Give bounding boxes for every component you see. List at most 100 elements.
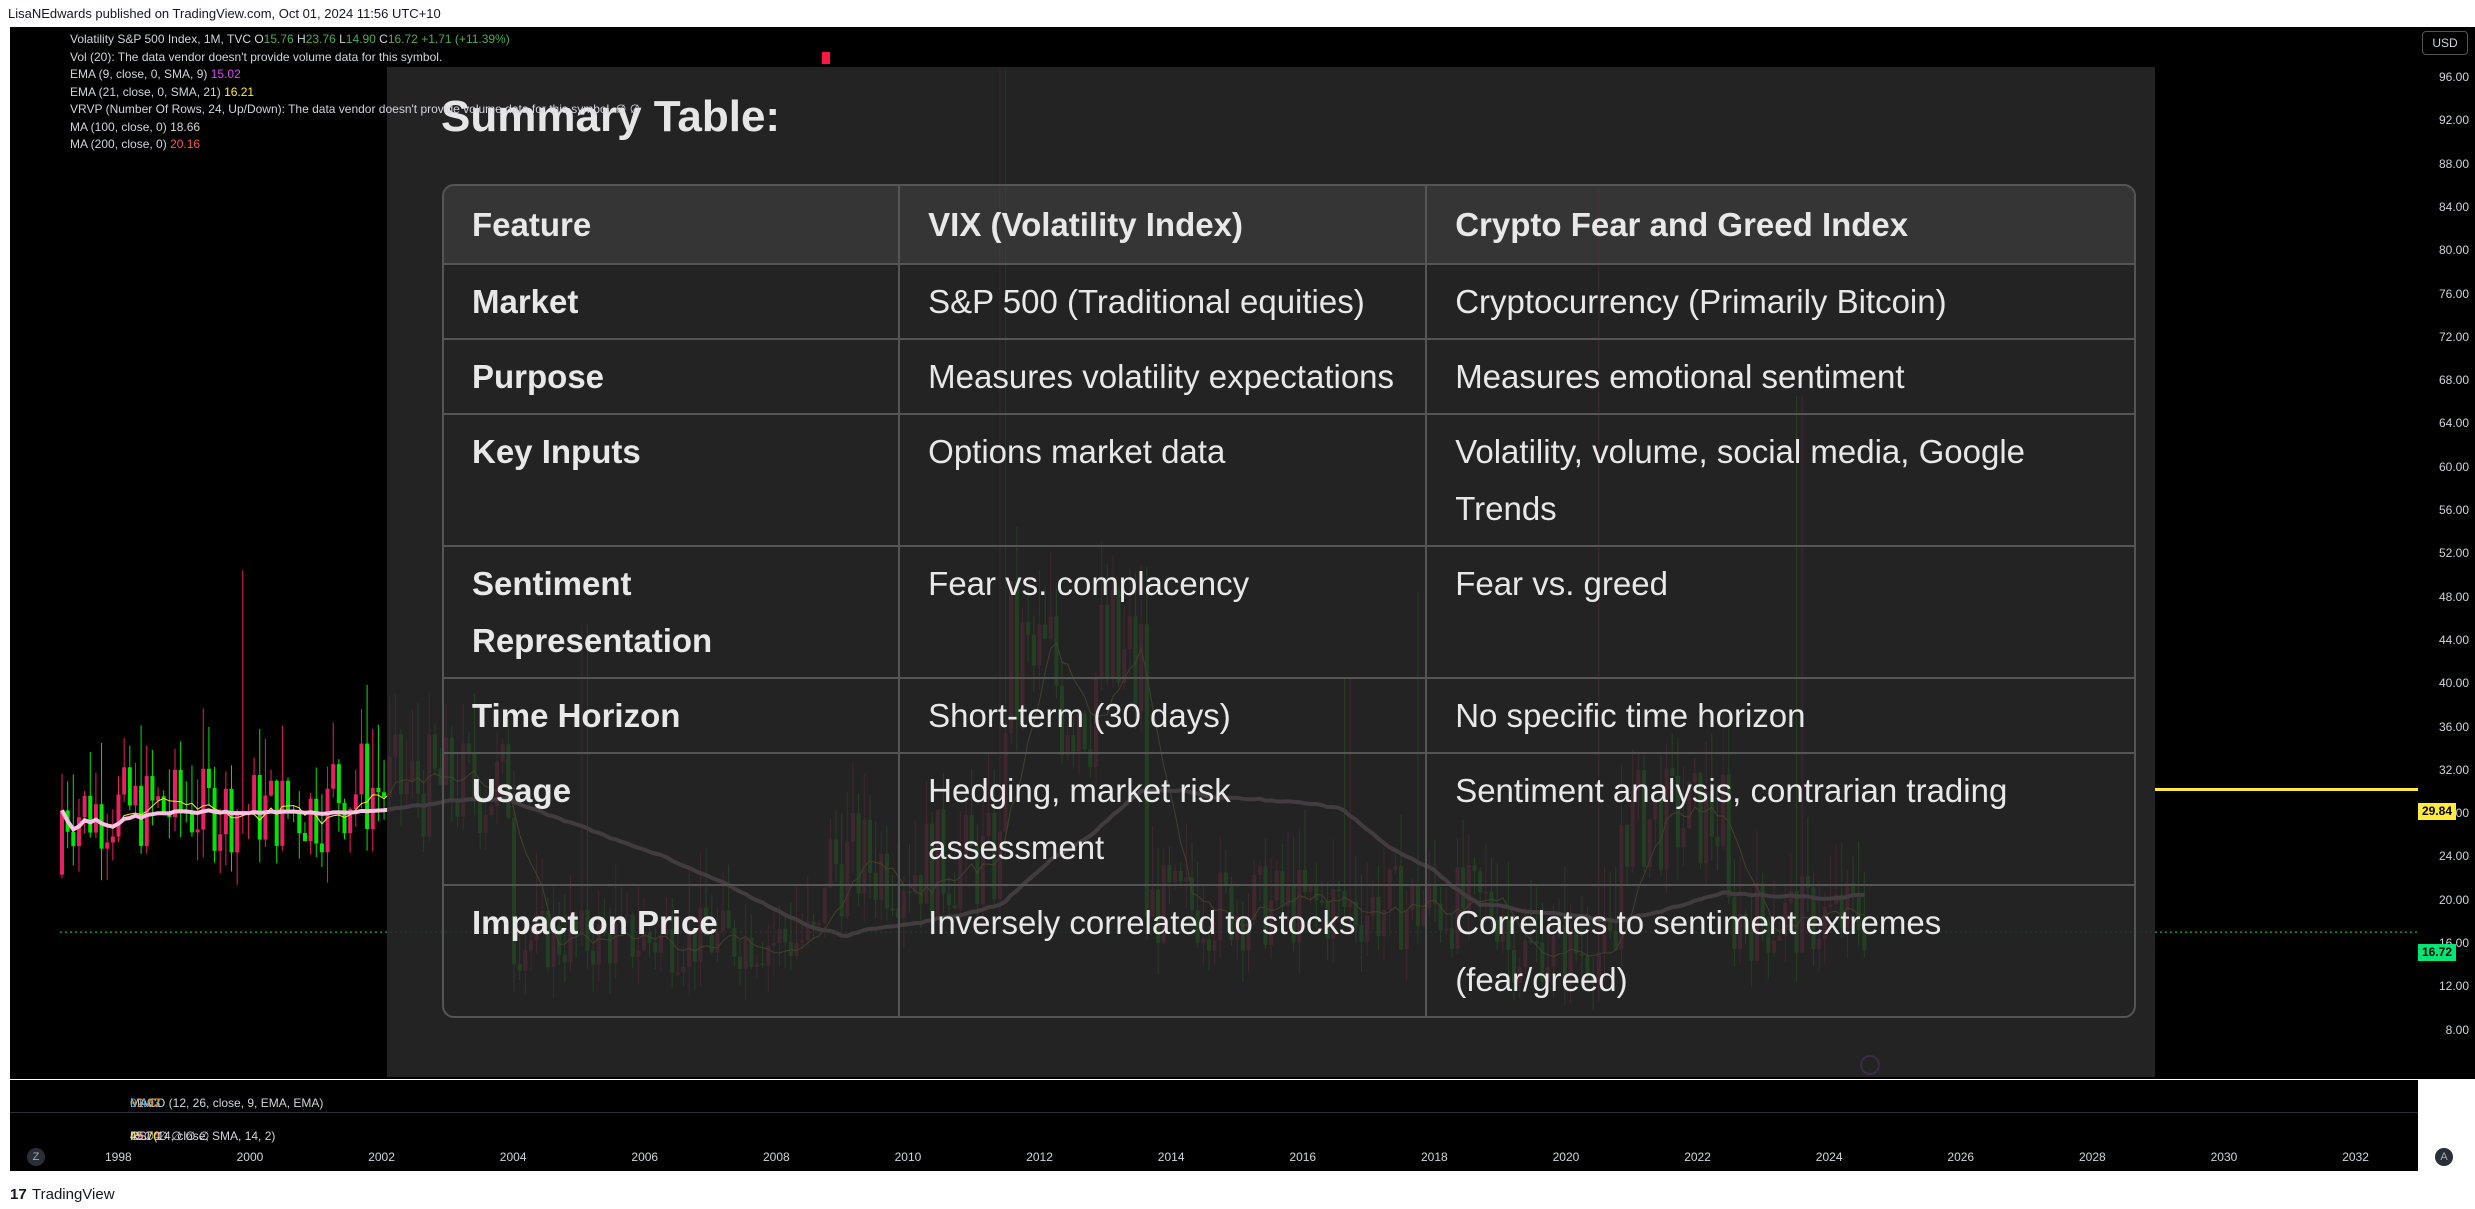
table-row: Market S&P 500 (Traditional equities) Cryp…: [444, 265, 2134, 340]
legend-ema21[interactable]: EMA (21, close, 0, SMA, 21) 16.21: [70, 84, 255, 99]
legend-vrvp[interactable]: VRVP (Number Of Rows, 24, Up/Down): The …: [70, 102, 641, 116]
candle-body: [325, 788, 330, 853]
footer: 17 TradingView: [0, 1178, 2475, 1209]
legend-ema9[interactable]: EMA (9, close, 0, SMA, 9) 15.02: [70, 67, 241, 81]
candle-body: [302, 832, 307, 842]
candle-body: [370, 787, 375, 830]
auto-scale-button[interactable]: A: [2435, 1148, 2453, 1166]
year-tick-label: 2014: [1157, 1150, 1185, 1164]
price-tick-label: 72.00: [2438, 329, 2469, 344]
candle-body: [365, 743, 370, 830]
price-tick-label: 88.00: [2438, 156, 2469, 171]
macd-legend[interactable]: MACD (12, 26, close, 9, EMA, EMA) 0.44 −…: [130, 1096, 324, 1110]
candle-body: [235, 814, 240, 853]
candle-body: [110, 836, 115, 843]
year-tick-label: 2018: [1421, 1150, 1448, 1164]
candle-body: [269, 780, 274, 796]
candle-body: [314, 798, 319, 844]
candle-body: [308, 798, 313, 842]
price-tick-label: 92.00: [2438, 113, 2469, 128]
candle-body: [127, 767, 132, 806]
time-scale[interactable]: Z A 1998 2000 2002 2004 2006 2008 2010 2012 2014…: [10, 1143, 2453, 1171]
year-tick-label: 2016: [1289, 1150, 1317, 1164]
candle-body: [331, 764, 336, 789]
candle-body: [336, 764, 341, 804]
summary-table: Feature VIX (Volatility Index) Crypto Fe…: [442, 184, 2136, 1018]
candle-body: [229, 788, 234, 853]
candle-body: [353, 794, 358, 810]
candle-body: [286, 780, 290, 811]
chart-area[interactable]: Volatility S&P 500 Index, 1M, TVC O15.76…: [10, 27, 2418, 1079]
table-row: Sentiment Representation Fear vs. complac…: [444, 547, 2134, 679]
candle-body: [71, 831, 76, 847]
table-row: Time Horizon Short-term (30 days) No speci…: [444, 679, 2134, 754]
candle-body: [173, 769, 177, 818]
year-tick-label: 2004: [499, 1150, 527, 1164]
candle-body: [206, 768, 211, 788]
price-tick-label: 44.00: [2438, 632, 2469, 647]
candle-body: [161, 796, 166, 814]
candle-body: [178, 769, 183, 810]
year-tick-label: 2032: [2342, 1150, 2369, 1164]
price-scale[interactable]: USD 96.00 92.00 88.00 84.00 80.00 76.00 72.00 6…: [2418, 27, 2475, 1079]
year-tick-label: 2008: [763, 1150, 790, 1164]
year-tick-label: 2020: [1552, 1150, 1580, 1164]
marker-icon: [822, 52, 830, 64]
candle-body: [382, 792, 387, 797]
legend-ma200[interactable]: MA (200, close, 0) 20.16: [70, 137, 201, 151]
candle-body: [76, 817, 81, 847]
price-tick-label: 68.00: [2438, 373, 2469, 388]
brand-name: TradingView: [32, 1186, 115, 1203]
table-row: Impact on Price Inversely correlated to s…: [444, 886, 2134, 1016]
candle-body: [263, 795, 268, 840]
macd-pane[interactable]: MACD (12, 26, close, 9, EMA, EMA) 0.44 −…: [10, 1080, 2418, 1112]
rsi-legend[interactable]: RSI (14, close, SMA, 14, 2) 49.74 45.70 …: [130, 1129, 276, 1143]
year-tick-label: 2006: [631, 1150, 659, 1164]
summary-overlay: Summary Table: Feature VIX (Volatility I…: [387, 67, 2155, 1077]
table-row: Usage Hedging, market risk assessment Sent…: [444, 754, 2134, 886]
rsi-pane[interactable]: RSI (14, close, SMA, 14, 2) 49.74 45.70 …: [10, 1112, 2418, 1144]
year-tick-label: 2000: [236, 1150, 264, 1164]
price-tick-label: 32.00: [2438, 762, 2469, 777]
year-tick-label: 2026: [1947, 1150, 1975, 1164]
symbol-name[interactable]: Volatility S&P 500 Index, 1M, TVC: [70, 32, 251, 46]
year-tick-label: 2024: [1815, 1150, 1843, 1164]
table-row: Purpose Measures volatility expectations M…: [444, 340, 2134, 415]
year-tick-label: 1998: [105, 1150, 132, 1164]
candle-body: [195, 829, 200, 833]
year-tick-label: 2022: [1684, 1150, 1711, 1164]
candle-body: [297, 810, 302, 833]
col-vix: VIX (Volatility Index): [900, 186, 1428, 265]
legend-vol[interactable]: Vol (20): The data vendor doesn't provid…: [70, 49, 443, 64]
publish-header: LisaNEdwards published on TradingView.co…: [0, 0, 2475, 27]
table-header-row: Feature VIX (Volatility Index) Crypto Fe…: [444, 186, 2134, 265]
year-tick-label: 2010: [894, 1150, 922, 1164]
price-tick-label: 12.00: [2438, 979, 2469, 994]
legend-symbol-row[interactable]: Volatility S&P 500 Index, 1M, TVC O15.76…: [70, 32, 510, 46]
candle-body: [257, 775, 262, 840]
ohlc-change: +1.71 (+11.39%): [421, 32, 510, 46]
price-tick-label: 8.00: [2445, 1022, 2469, 1037]
legend-ma100[interactable]: MA (100, close, 0) 18.66: [70, 119, 201, 134]
last-price-tag: 16.72: [2418, 944, 2456, 961]
summary-title: Summary Table:: [441, 92, 781, 141]
candle-body: [156, 796, 161, 801]
candle-body: [88, 795, 93, 833]
price-tick-label: 24.00: [2438, 849, 2469, 864]
year-tick-label: 2028: [2079, 1150, 2106, 1164]
price-tick-label: 48.00: [2438, 589, 2469, 604]
candle-body: [133, 785, 138, 806]
col-feature: Feature: [444, 186, 901, 265]
ohlc-high: 23.76: [305, 32, 336, 46]
table-row: Key Inputs Options market data Volatility,…: [444, 415, 2134, 547]
ohlc-close: 16.72: [387, 32, 418, 46]
zoom-button[interactable]: Z: [27, 1148, 45, 1166]
currency-button[interactable]: USD: [2422, 31, 2468, 55]
price-tick-label: 84.00: [2438, 199, 2469, 214]
price-tick-label: 56.00: [2438, 503, 2469, 517]
candle-body: [359, 743, 364, 795]
candle-body: [212, 787, 217, 851]
candle-body: [348, 809, 353, 834]
candle-body: [105, 842, 110, 849]
hline-price-tag: 29.84: [2418, 803, 2456, 820]
